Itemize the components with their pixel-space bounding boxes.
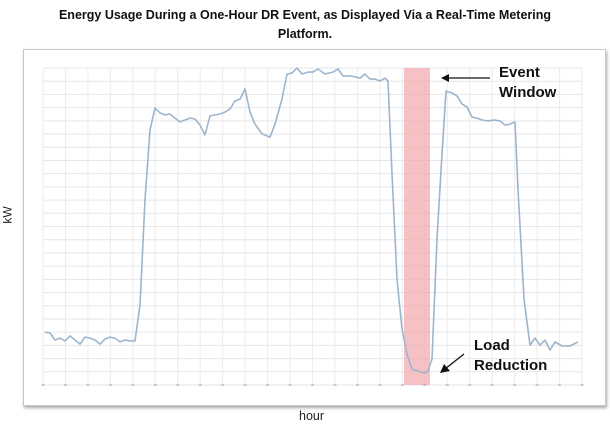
chart-title: Energy Usage During a One-Hour DR Event,…: [0, 6, 610, 44]
x-axis-label: hour: [299, 409, 325, 423]
event-window-arrow-icon: [441, 74, 490, 82]
chart-frame: [23, 49, 606, 406]
load-reduction-annotation: Load Reduction: [474, 336, 547, 376]
event-window-band: [404, 68, 430, 385]
load-reduction-annotation-line-2: Reduction: [474, 357, 548, 374]
event-window-annotation-line-1: Event: [499, 64, 540, 81]
chart-title-line-1: Energy Usage During a One-Hour DR Event,…: [58, 8, 552, 22]
event-window-annotation: Event Window: [499, 63, 556, 103]
kw-series-line: [44, 67, 579, 374]
load-reduction-arrow-icon: [440, 353, 465, 373]
event-window-annotation-line-2: Window: [499, 84, 557, 101]
y-axis-label: kW: [0, 206, 15, 224]
load-reduction-annotation-line-1: Load: [474, 337, 510, 354]
chart-title-line-2: Platform.: [277, 27, 333, 41]
